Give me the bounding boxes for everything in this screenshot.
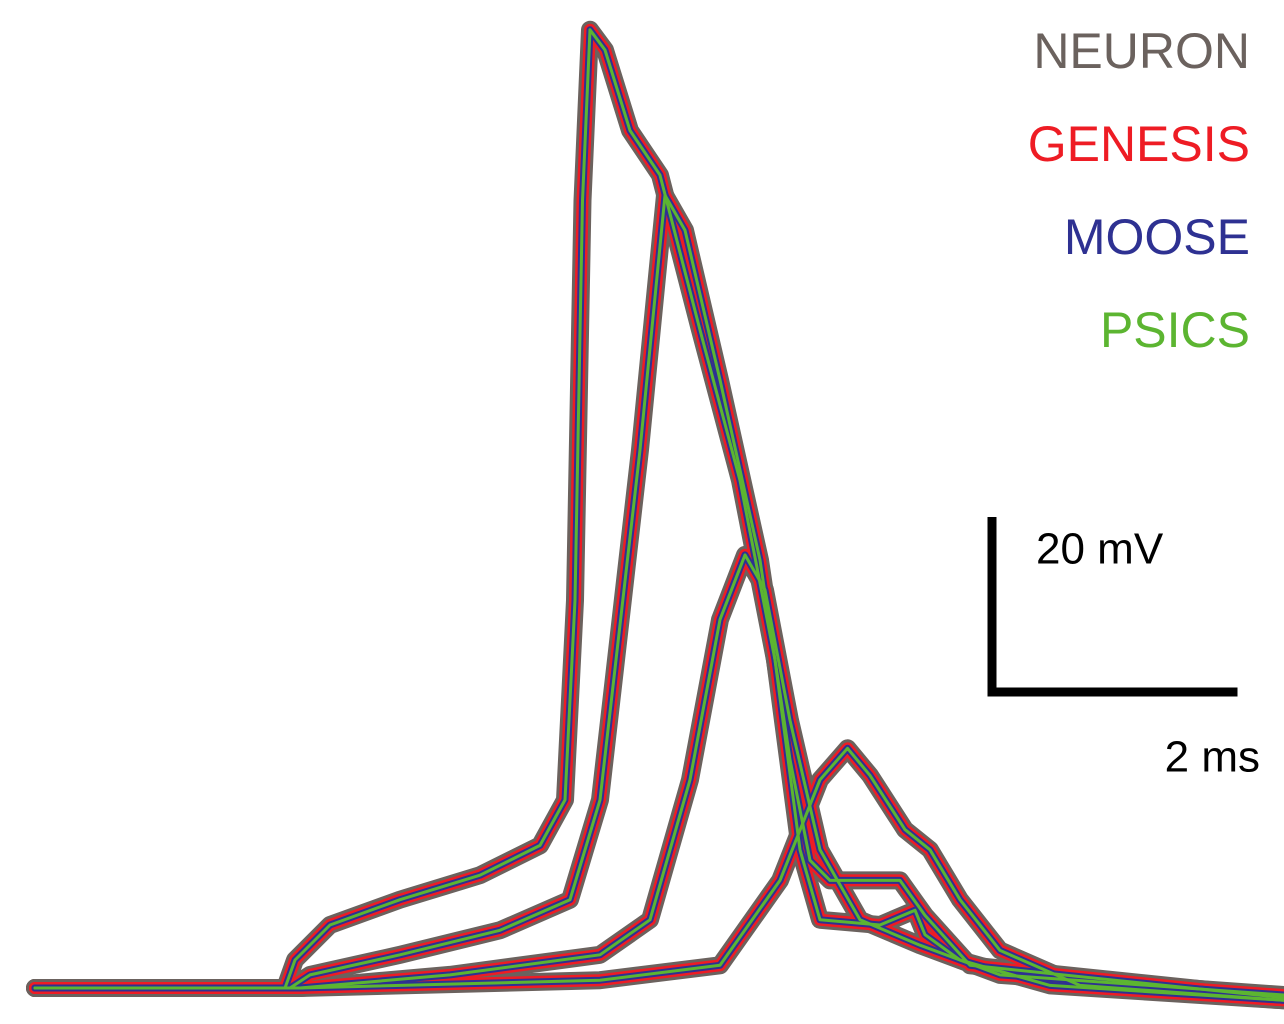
trace-line xyxy=(29,548,1284,1001)
scale-bar-x-label: 2 ms xyxy=(1165,733,1260,782)
trace-line xyxy=(33,553,1284,997)
legend-entry: PSICS xyxy=(1100,302,1250,358)
legend: NEURON GENESIS MOOSE PSICS xyxy=(1028,23,1250,358)
trace-line xyxy=(33,746,1284,1002)
legend-entry: NEURON xyxy=(1033,23,1250,79)
trace-line xyxy=(31,551,1284,999)
legend-entry: GENESIS xyxy=(1028,116,1250,172)
traces xyxy=(26,20,1284,1010)
legend-entry: MOOSE xyxy=(1064,209,1250,265)
trace-line xyxy=(33,193,1284,1000)
trace-line xyxy=(33,28,1284,1002)
trace-line xyxy=(26,545,1284,1004)
scale-bar-y-label: 20 mV xyxy=(1036,525,1164,574)
scale-bar: 20 mV 2 ms xyxy=(987,516,1260,782)
